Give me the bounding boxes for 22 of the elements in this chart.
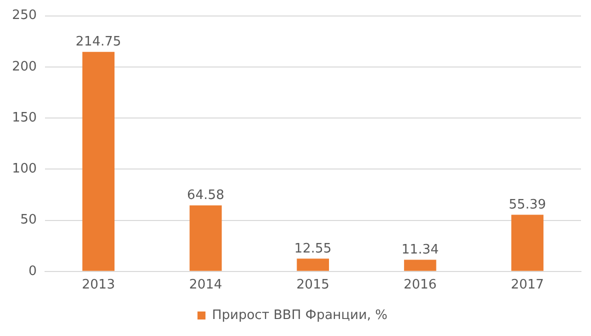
- x-tick-label: 2016: [404, 278, 437, 293]
- bar: [404, 260, 436, 271]
- data-label: 214.75: [76, 34, 122, 50]
- y-tick-label: 50: [20, 212, 37, 228]
- y-tick-label: 200: [12, 59, 37, 74]
- x-tick-label: 2014: [189, 278, 222, 293]
- y-tick-label: 0: [28, 264, 37, 279]
- bar: [511, 214, 544, 271]
- x-tick-label: 2015: [296, 278, 330, 293]
- x-tick-label: 2017: [510, 278, 544, 293]
- data-label: 12.55: [294, 241, 332, 256]
- x-tick-label: 2013: [82, 278, 115, 293]
- bar: [190, 205, 222, 271]
- data-label: 11.34: [402, 242, 439, 258]
- y-tick-label: 100: [12, 162, 37, 177]
- bar: [296, 258, 329, 271]
- y-tick-label: 250: [12, 8, 37, 24]
- bar: [82, 52, 115, 271]
- data-label: 55.39: [508, 198, 546, 213]
- legend-label: Прирост ВВП Франции, %: [212, 308, 388, 323]
- data-label: 64.58: [187, 188, 224, 204]
- y-tick-label: 150: [12, 110, 37, 126]
